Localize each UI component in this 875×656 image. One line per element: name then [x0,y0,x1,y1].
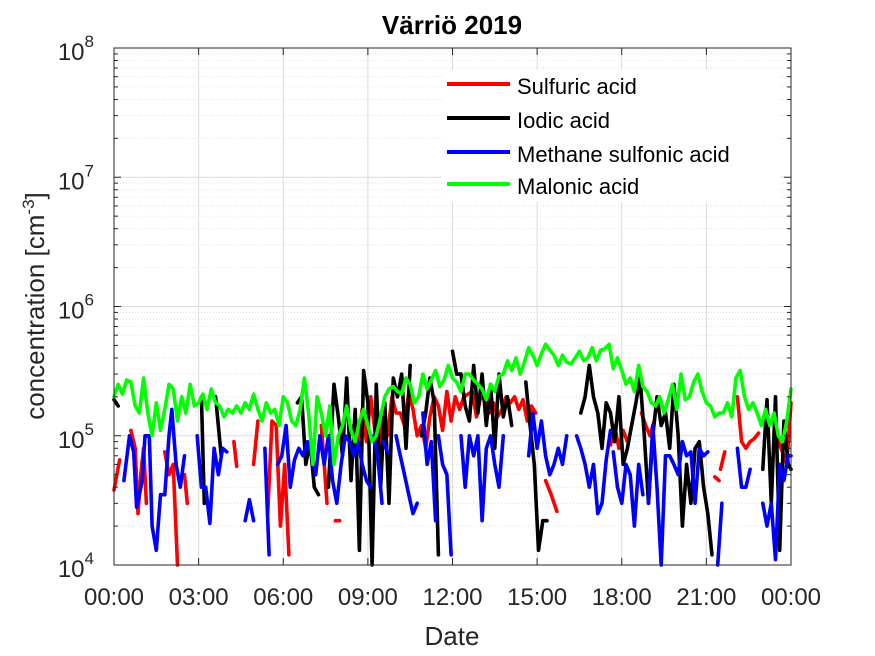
series-line-segment [381,439,390,454]
series-line-segment [421,411,438,523]
series-malonic-acid [112,342,793,467]
series-line-segment [735,446,752,490]
x-tick-label: 12:00 [422,584,482,611]
series-line-segment [213,394,223,458]
y-tick-label-base: 10 [58,39,85,66]
series-line-segment [718,450,727,472]
x-tick-label: 21:00 [676,584,736,611]
y-tick-label-exponent: 8 [85,32,94,51]
series-line-segment [436,433,453,557]
series-line-segment [263,446,271,557]
series-line-segment [394,433,420,516]
series-line-segment [715,501,724,567]
y-tick-label-base: 10 [58,556,85,583]
y-axis-title-main: concentration [cm [20,215,50,420]
series-line-segment [112,342,793,467]
y-tick-label: 108 [58,32,94,66]
series-line-segment [526,411,569,477]
legend-label-sulfuric-acid: Sulfuric acid [517,74,637,99]
series-line-segment [459,433,506,523]
y-axis-title-suffix: ] [20,192,50,199]
x-tick-label: 06:00 [253,584,313,611]
series-line-segment [611,450,645,528]
series-line-segment [265,419,291,557]
series-line-segment [646,423,710,567]
y-tick-label: 106 [58,291,94,325]
y-axis-title: concentration [cm-3] [19,192,50,420]
x-axis-title: Date [425,621,480,651]
series-line-segment [574,428,613,516]
series-methane-sulfonic-acid [122,407,793,567]
series-line-segment [760,453,793,562]
series-line-segment [195,433,229,526]
legend-box [442,70,780,202]
legend-label-malonic-acid: Malonic acid [517,174,639,199]
series-line-segment [275,423,373,506]
series-line-segment [578,363,714,557]
axis-ticks [113,47,792,566]
y-tick-label-base: 10 [58,427,85,454]
x-tick-label: 09:00 [338,584,398,611]
legend-label-methane-sulfonic-acid: Methane sulfonic acid [517,142,730,167]
x-tick-label: 15:00 [507,584,567,611]
x-tick-label: 18:00 [592,584,652,611]
y-tick-label: 105 [58,420,94,454]
legend-label-iodic-acid: Iodic acid [517,108,610,133]
y-axis-title-exponent: -3 [19,199,38,214]
x-tick-label: 03:00 [169,584,229,611]
series-line-segment [122,407,187,553]
y-tick-label: 104 [58,549,94,583]
series-line-segment [523,380,549,553]
y-tick-label-base: 10 [58,298,85,325]
x-tick-label: 00:00 [84,584,144,611]
x-tick-label: 00:00 [761,584,821,611]
y-tick-label: 107 [58,161,94,195]
y-tick-label-base: 10 [58,168,85,195]
y-tick-label-exponent: 4 [85,549,94,568]
series-line-segment [243,497,256,523]
y-tick-label-exponent: 6 [85,291,94,310]
series-line-segment [712,475,721,483]
series-layer [112,342,793,567]
series-line-segment [182,472,190,506]
chart-title: Värriö 2019 [382,10,522,40]
series-line-segment [543,478,559,514]
y-tick-label-exponent: 5 [85,420,94,439]
series-line-segment [251,419,260,467]
y-tick-label-exponent: 7 [85,161,94,180]
series-line-segment [735,394,761,451]
legend: Sulfuric acid Iodic acid Methane sulfoni… [442,70,780,202]
series-line-segment [112,397,120,408]
series-line-segment [371,433,384,506]
series-line-segment [232,439,239,469]
